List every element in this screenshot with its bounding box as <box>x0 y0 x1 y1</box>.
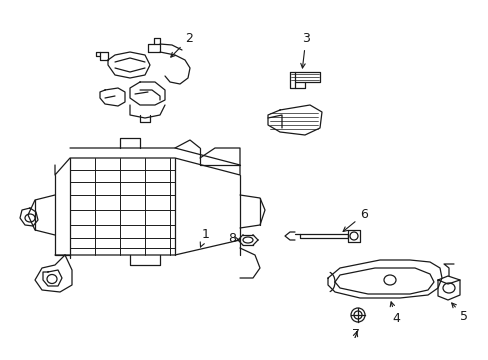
Text: 5: 5 <box>451 303 467 323</box>
Text: 2: 2 <box>170 32 192 57</box>
Text: 6: 6 <box>343 208 367 231</box>
Text: 7: 7 <box>351 328 359 341</box>
Text: 3: 3 <box>300 32 309 68</box>
Text: 1: 1 <box>200 228 209 247</box>
Text: 4: 4 <box>389 302 399 325</box>
Text: 8: 8 <box>227 232 239 245</box>
